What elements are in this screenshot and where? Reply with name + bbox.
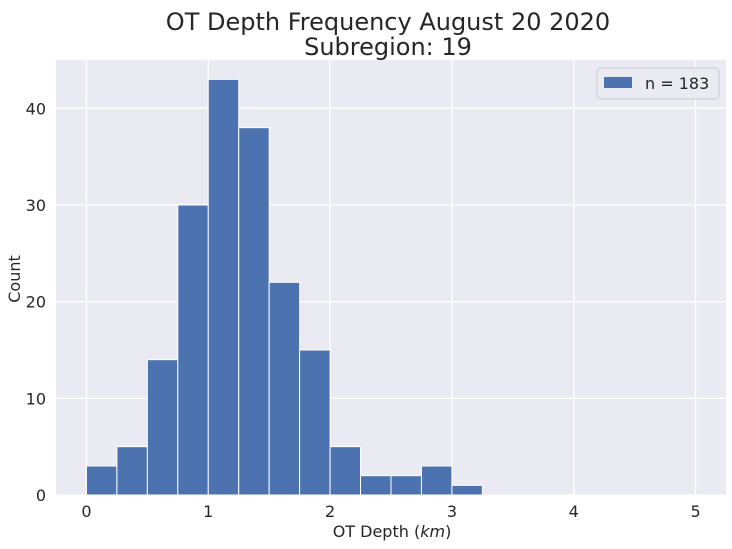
- histogram-bar: [238, 127, 270, 496]
- histogram-bar: [329, 446, 362, 496]
- tick-labels: 0 1 2 3 4 5 0 10 20 30 40: [26, 99, 701, 521]
- y-axis-label: Count: [5, 255, 24, 303]
- y-tick-label: 10: [26, 389, 46, 408]
- histogram-bar: [177, 204, 209, 496]
- legend-swatch: [604, 77, 632, 88]
- y-tick-label: 40: [26, 99, 46, 118]
- x-axis-label: OT Depth (km): [333, 522, 452, 541]
- x-tick-label: 1: [203, 502, 213, 521]
- x-tick-label: 5: [690, 502, 700, 521]
- x-tick-label: 3: [447, 502, 457, 521]
- x-tick-label: 4: [569, 502, 579, 521]
- x-tick-label: 0: [81, 502, 91, 521]
- chart-title-line1: OT Depth Frequency August 20 2020: [166, 8, 610, 36]
- chart-title-line2: Subregion: 19: [304, 33, 472, 61]
- y-tick-label: 30: [26, 196, 46, 215]
- legend: n = 183: [596, 67, 720, 100]
- histogram-bar: [85, 465, 118, 496]
- x-tick-label: 2: [325, 502, 335, 521]
- histogram-bar: [207, 78, 240, 496]
- y-tick-label: 20: [26, 293, 46, 312]
- legend-label: n = 183: [645, 74, 709, 93]
- histogram-bar: [268, 281, 301, 496]
- histogram-bar: [116, 446, 148, 496]
- y-tick-label: 0: [36, 486, 46, 505]
- legend-box: [596, 67, 720, 100]
- histogram-bar: [360, 475, 392, 496]
- histogram-bar: [451, 484, 483, 496]
- histogram-bar: [299, 349, 331, 496]
- histogram-bar: [420, 465, 453, 496]
- histogram-bar: [146, 359, 179, 496]
- histogram-bar: [390, 475, 422, 496]
- histogram-bars: [85, 78, 483, 496]
